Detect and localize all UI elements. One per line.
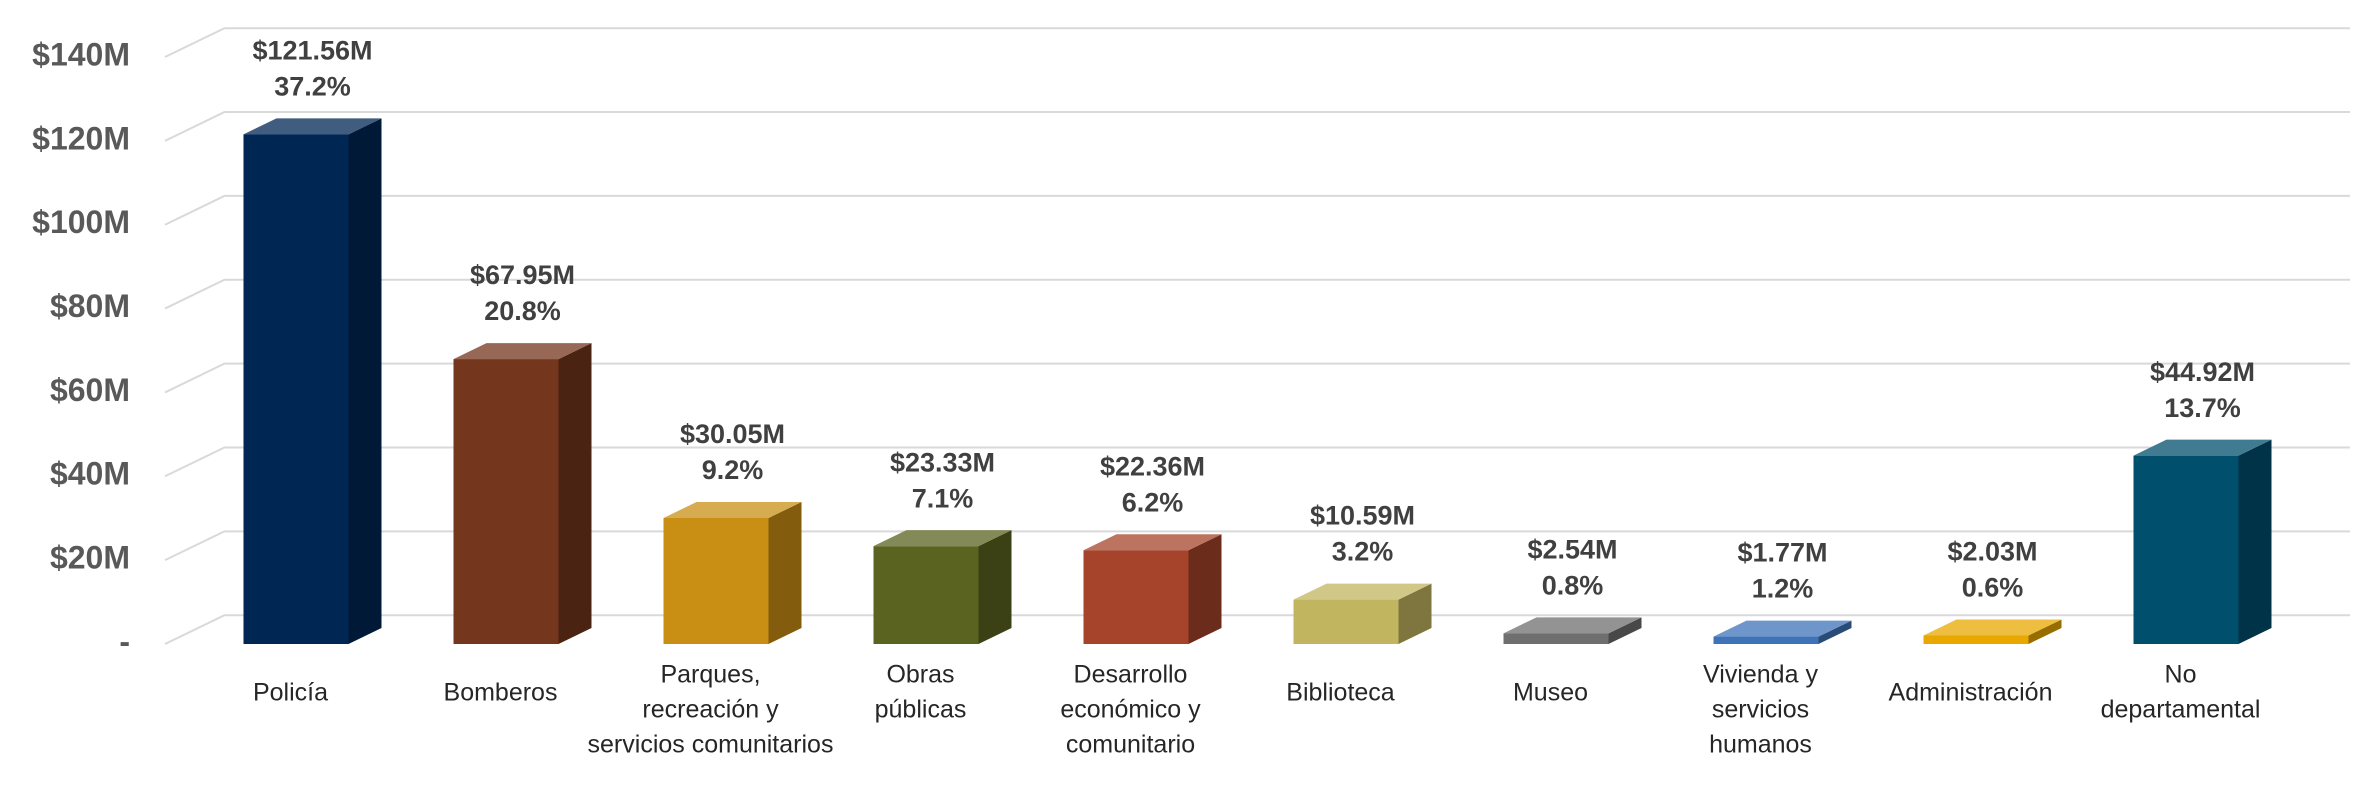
value-label: $2.54M bbox=[1527, 534, 1617, 564]
x-tick-label: económico y bbox=[1060, 696, 1201, 724]
share-label: 0.8% bbox=[1542, 570, 1604, 600]
bar-side bbox=[2028, 619, 2062, 644]
bar bbox=[1083, 550, 1189, 644]
grid-line bbox=[164, 362, 2350, 394]
value-label: $22.36M bbox=[1100, 451, 1205, 481]
bar-top bbox=[1713, 620, 1852, 637]
bar-top bbox=[873, 530, 1012, 547]
bar bbox=[243, 134, 349, 644]
share-label: 0.6% bbox=[1962, 573, 2024, 603]
x-tick-label: Parques, bbox=[660, 661, 760, 689]
bar-top bbox=[1923, 619, 2062, 636]
bar-side bbox=[1188, 534, 1222, 644]
bar-side bbox=[1608, 617, 1642, 644]
share-label: 37.2% bbox=[274, 71, 351, 101]
bar bbox=[1503, 633, 1609, 644]
share-label: 3.2% bbox=[1332, 537, 1394, 567]
bar-top bbox=[1293, 583, 1432, 600]
x-tick-label: Vivienda y bbox=[1703, 661, 1818, 689]
bar-side bbox=[1398, 583, 1432, 644]
value-label: $23.33M bbox=[890, 447, 995, 477]
value-label: $121.56M bbox=[252, 35, 372, 65]
x-tick-label: No bbox=[2165, 661, 2197, 689]
bar bbox=[1923, 635, 2029, 644]
bar bbox=[663, 518, 769, 644]
bar-top bbox=[243, 118, 382, 135]
y-tick-label: $40M bbox=[50, 456, 130, 492]
share-label: 9.2% bbox=[702, 455, 764, 485]
grid-line bbox=[164, 27, 2350, 58]
y-tick-label: $120M bbox=[32, 120, 130, 156]
x-tick-label: Bomberos bbox=[444, 679, 558, 707]
x-tick-label: Policía bbox=[253, 679, 328, 707]
x-tick-label: departamental bbox=[2101, 696, 2261, 724]
x-tick-label: Obras bbox=[886, 661, 954, 689]
y-tick-label: $60M bbox=[50, 372, 130, 408]
value-label: $30.05M bbox=[680, 419, 785, 449]
y-tick-label: - bbox=[119, 623, 130, 659]
y-tick-label: $20M bbox=[50, 540, 130, 576]
bar-side bbox=[768, 502, 802, 644]
x-tick-label: servicios comunitarios bbox=[588, 731, 834, 759]
share-label: 1.2% bbox=[1752, 574, 1814, 604]
bar bbox=[453, 359, 559, 644]
bar bbox=[1293, 599, 1399, 644]
bar-side bbox=[2238, 439, 2272, 644]
x-tick-label: comunitario bbox=[1066, 731, 1195, 759]
y-tick-label: $80M bbox=[50, 288, 130, 324]
bar bbox=[2133, 455, 2239, 644]
bar bbox=[873, 546, 979, 644]
x-tick-label: públicas bbox=[875, 696, 967, 724]
value-label: $1.77M bbox=[1737, 538, 1827, 568]
bar-top bbox=[453, 343, 592, 360]
share-label: 7.1% bbox=[912, 483, 974, 513]
y-tick-label: $140M bbox=[32, 36, 130, 72]
bar-side bbox=[1818, 620, 1852, 644]
grid-line bbox=[164, 194, 2350, 226]
share-label: 6.2% bbox=[1122, 487, 1184, 517]
x-tick-label: Desarrollo bbox=[1074, 661, 1188, 689]
grid-line bbox=[164, 111, 2350, 142]
x-tick-label: Administración bbox=[1889, 679, 2053, 707]
bar-top bbox=[1083, 534, 1222, 551]
share-label: 20.8% bbox=[484, 296, 561, 326]
bar-top bbox=[1503, 617, 1642, 634]
grid-line bbox=[164, 278, 2350, 310]
grid-line bbox=[164, 446, 2350, 478]
x-tick-label: servicios bbox=[1712, 696, 1809, 724]
bar bbox=[1713, 636, 1819, 644]
x-tick-label: recreación y bbox=[642, 696, 779, 724]
grid-line bbox=[164, 530, 2350, 562]
bar-side bbox=[348, 118, 382, 644]
y-tick-label: $100M bbox=[32, 204, 130, 240]
x-tick-label: Museo bbox=[1513, 679, 1588, 707]
bar-side bbox=[978, 530, 1012, 644]
bar-top bbox=[2133, 439, 2272, 456]
grid-line bbox=[164, 614, 2350, 645]
value-label: $44.92M bbox=[2150, 357, 2255, 387]
share-label: 13.7% bbox=[2164, 393, 2241, 423]
x-tick-label: humanos bbox=[1709, 731, 1812, 759]
value-label: $67.95M bbox=[470, 260, 575, 290]
bar-side bbox=[558, 343, 592, 644]
bar-top bbox=[663, 502, 802, 519]
x-tick-label: Biblioteca bbox=[1286, 679, 1394, 707]
value-label: $10.59M bbox=[1310, 501, 1415, 531]
value-label: $2.03M bbox=[1947, 537, 2037, 567]
